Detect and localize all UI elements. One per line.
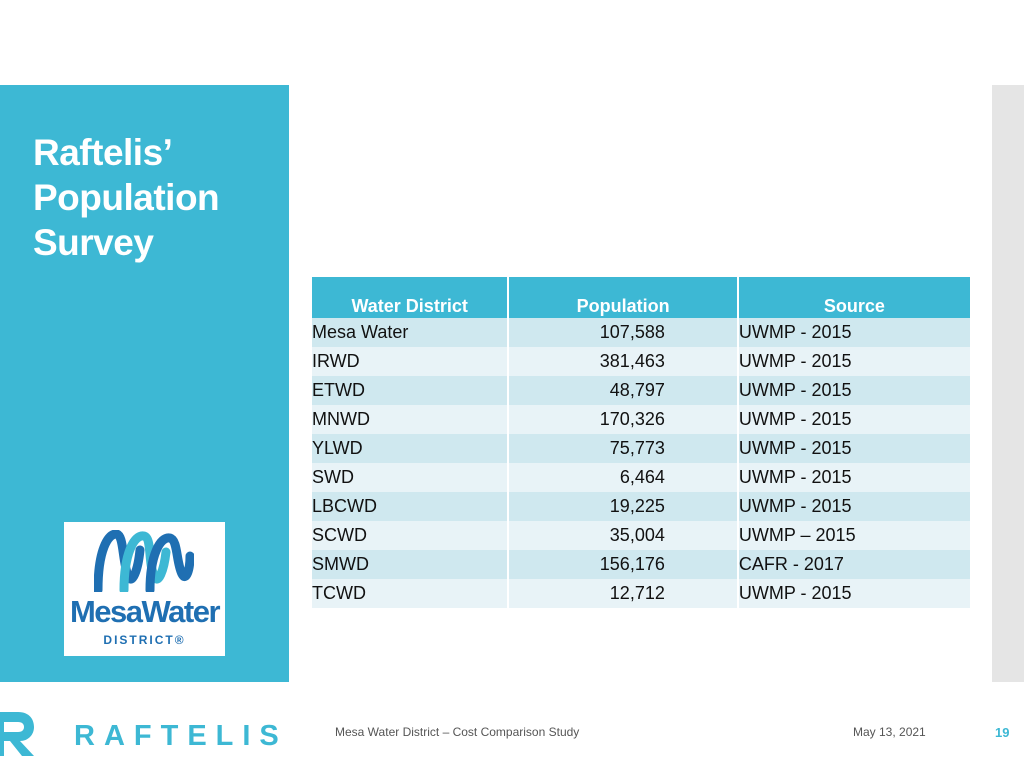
population-value: 6,464 xyxy=(619,467,665,487)
cell-source: UWMP - 2015 xyxy=(738,318,970,347)
footer-study-title: Mesa Water District – Cost Comparison St… xyxy=(335,725,580,739)
population-value: 48,797 xyxy=(609,380,665,400)
cell-district: YLWD xyxy=(312,434,508,463)
cell-population: 156,176 xyxy=(509,550,737,579)
table-row: Mesa Water 107,588 UWMP - 2015 xyxy=(312,318,970,347)
population-value: 156,176 xyxy=(599,554,665,574)
cell-source: UWMP - 2015 xyxy=(738,463,970,492)
population-value: 35,004 xyxy=(609,525,665,545)
mesa-water-wave-icon xyxy=(94,530,194,592)
cell-population: 107,588 xyxy=(509,318,737,347)
table-header-row: Water District Population Source xyxy=(312,277,970,318)
cell-district: TCWD xyxy=(312,579,508,608)
cell-population: 75,773 xyxy=(509,434,737,463)
population-value: 107,588 xyxy=(599,322,665,342)
cell-source: UWMP - 2015 xyxy=(738,347,970,376)
cell-source: CAFR - 2017 xyxy=(738,550,970,579)
cell-district: LBCWD xyxy=(312,492,508,521)
population-value: 170,326 xyxy=(599,409,665,429)
cell-population: 35,004 xyxy=(509,521,737,550)
cell-source: UWMP - 2015 xyxy=(738,492,970,521)
table-row: ETWD 48,797 UWMP - 2015 xyxy=(312,376,970,405)
raftelis-r-icon xyxy=(0,712,34,756)
cell-district: IRWD xyxy=(312,347,508,376)
slide-title: Raftelis’ Population Survey xyxy=(33,130,273,265)
cell-population: 48,797 xyxy=(509,376,737,405)
cell-source: UWMP - 2015 xyxy=(738,434,970,463)
table-row: MNWD 170,326 UWMP - 2015 xyxy=(312,405,970,434)
slide-title-line: Survey xyxy=(33,222,154,263)
cell-population: 170,326 xyxy=(509,405,737,434)
cell-population: 12,712 xyxy=(509,579,737,608)
slide-title-line: Population xyxy=(33,177,220,218)
page-number: 19 xyxy=(995,725,1010,740)
footer-date: May 13, 2021 xyxy=(853,725,926,739)
population-value: 75,773 xyxy=(609,438,665,458)
logo-wordmark: MesaWater xyxy=(69,594,221,629)
table-row: TCWD 12,712 UWMP - 2015 xyxy=(312,579,970,608)
cell-source: UWMP - 2015 xyxy=(738,405,970,434)
slide-title-line: Raftelis’ xyxy=(33,132,173,173)
table-row: YLWD 75,773 UWMP - 2015 xyxy=(312,434,970,463)
cell-district: SCWD xyxy=(312,521,508,550)
population-table: Water District Population Source Mesa Wa… xyxy=(310,277,972,608)
cell-district: ETWD xyxy=(312,376,508,405)
cell-district: Mesa Water xyxy=(312,318,508,347)
table-row: SMWD 156,176 CAFR - 2017 xyxy=(312,550,970,579)
population-value: 19,225 xyxy=(609,496,665,516)
header-population: Population xyxy=(509,277,737,318)
right-edge-strip xyxy=(992,85,1024,682)
cell-source: UWMP - 2015 xyxy=(738,579,970,608)
cell-source: UWMP - 2015 xyxy=(738,376,970,405)
population-value: 381,463 xyxy=(599,351,665,371)
cell-district: SWD xyxy=(312,463,508,492)
mesa-water-logo: MesaWater DISTRICT® xyxy=(64,522,225,656)
cell-population: 6,464 xyxy=(509,463,737,492)
footer-brand: RAFTELIS xyxy=(74,720,288,752)
logo-subtitle: DISTRICT® xyxy=(103,633,186,647)
table-row: SWD 6,464 UWMP - 2015 xyxy=(312,463,970,492)
cell-district: MNWD xyxy=(312,405,508,434)
cell-source: UWMP – 2015 xyxy=(738,521,970,550)
cell-population: 19,225 xyxy=(509,492,737,521)
table-row: IRWD 381,463 UWMP - 2015 xyxy=(312,347,970,376)
header-source: Source xyxy=(738,277,970,318)
table-row: SCWD 35,004 UWMP – 2015 xyxy=(312,521,970,550)
cell-population: 381,463 xyxy=(509,347,737,376)
population-value: 12,712 xyxy=(609,583,665,603)
table-row: LBCWD 19,225 UWMP - 2015 xyxy=(312,492,970,521)
cell-district: SMWD xyxy=(312,550,508,579)
header-water-district: Water District xyxy=(312,277,508,318)
